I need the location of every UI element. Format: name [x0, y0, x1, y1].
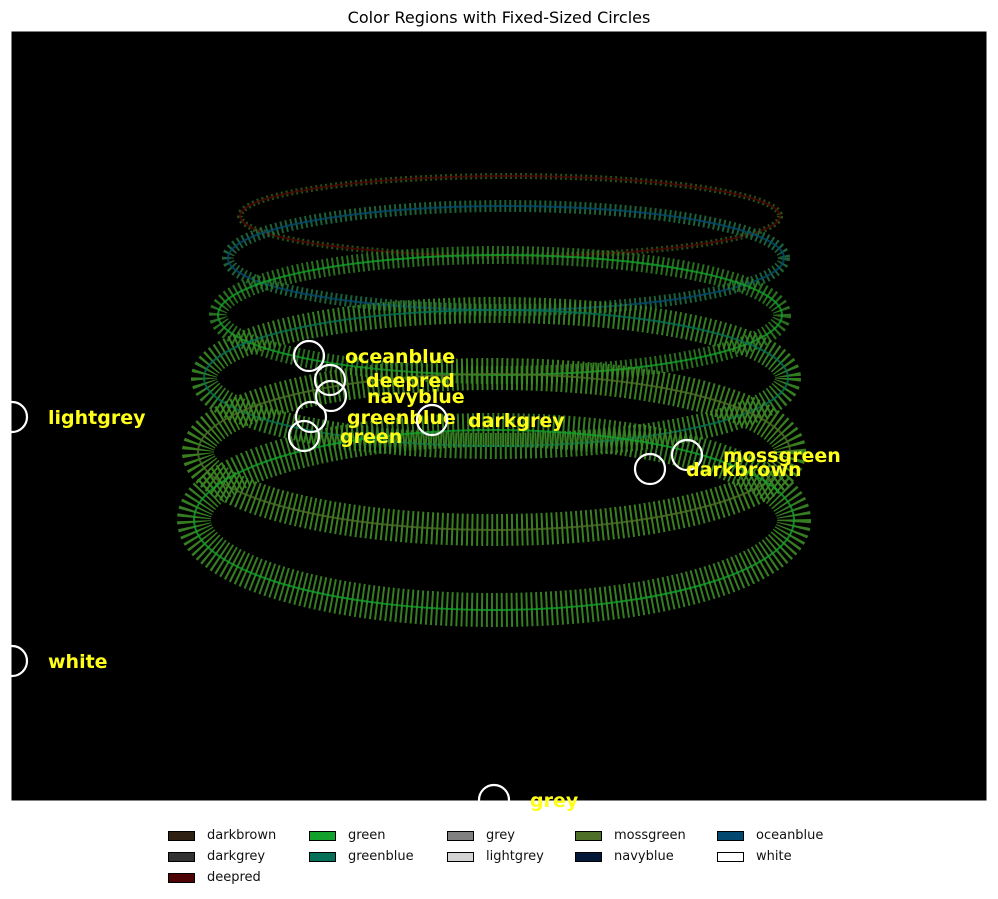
legend-item-darkgrey: darkgrey: [168, 846, 276, 867]
legend-column: mossgreen navyblue: [575, 825, 686, 867]
marker-label-darkbrown: darkbrown: [686, 459, 802, 481]
plot-frame: [11, 31, 987, 801]
legend-swatch: [447, 851, 474, 862]
legend-label: oceanblue: [756, 828, 824, 843]
marker-circle-deepred: [313, 363, 347, 397]
legend-label: mossgreen: [614, 828, 686, 843]
marker-label-white: white: [48, 651, 108, 673]
legend-label: darkbrown: [207, 828, 277, 843]
legend-item-darkbrown: darkbrown: [168, 825, 276, 846]
marker-label-green: green: [340, 426, 402, 448]
marker-label-lightgrey: lightgrey: [48, 407, 146, 429]
marker-circle-white: [0, 644, 29, 678]
legend-column: oceanblue white: [717, 825, 823, 867]
legend-label: green: [348, 828, 386, 843]
marker-circle-lightgrey: [0, 400, 29, 434]
legend-label: deepred: [207, 870, 261, 885]
spiral-ring-edge: [197, 373, 791, 531]
marker-label-mossgreen: mossgreen: [723, 445, 841, 467]
legend-swatch: [309, 830, 336, 841]
legend-item-deepred: deepred: [168, 867, 276, 888]
marker-circle-oceanblue: [292, 339, 326, 373]
legend-swatch: [447, 830, 474, 841]
marker-label-deepred: deepred: [366, 370, 455, 392]
legend-label: grey: [486, 828, 516, 843]
spiral-ring-edge: [203, 309, 789, 447]
legend-column: grey lightgrey: [447, 825, 544, 867]
marker-label-oceanblue: oceanblue: [345, 346, 455, 368]
spiral-ring-edge: [193, 429, 795, 611]
legend-item-mossgreen: mossgreen: [575, 825, 686, 846]
legend-item-green: green: [309, 825, 414, 846]
legend-swatch: [717, 851, 744, 862]
legend-label: navyblue: [614, 849, 674, 864]
legend-item-greenblue: greenblue: [309, 846, 414, 867]
legend-item-navyblue: navyblue: [575, 846, 686, 867]
spiral-image: [177, 173, 811, 627]
marker-circle-greenblue: [294, 400, 328, 434]
legend-label: white: [756, 849, 792, 864]
legend-swatch: [717, 830, 744, 841]
legend-item-grey: grey: [447, 825, 544, 846]
legend-item-oceanblue: oceanblue: [717, 825, 823, 846]
legend-label: darkgrey: [207, 849, 266, 864]
legend-swatch: [168, 872, 195, 883]
marker-label-greenblue: greenblue: [347, 407, 456, 429]
legend-swatch: [575, 851, 602, 862]
marker-label-navyblue: navyblue: [367, 386, 465, 408]
legend-column: darkbrown darkgrey deepred: [168, 825, 276, 888]
legend-label: lightgrey: [486, 849, 544, 864]
legend-column: green greenblue: [309, 825, 414, 867]
legend-swatch: [309, 851, 336, 862]
marker-label-darkgrey: darkgrey: [468, 410, 565, 432]
legend-label: greenblue: [348, 849, 414, 864]
marker-circle-grey: [477, 783, 511, 817]
marker-circle-green: [287, 419, 321, 453]
marker-circle-darkbrown: [633, 452, 667, 486]
legend-item-lightgrey: lightgrey: [447, 846, 544, 867]
chart-title: Color Regions with Fixed-Sized Circles: [347, 8, 651, 27]
marker-label-grey: grey: [530, 790, 579, 812]
marker-circle-navyblue: [314, 379, 348, 413]
marker-circle-mossgreen: [670, 438, 704, 472]
legend-swatch: [168, 851, 195, 862]
marker-circle-darkgrey: [415, 403, 449, 437]
legend-swatch: [168, 830, 195, 841]
legend-item-white: white: [717, 846, 823, 867]
legend-swatch: [575, 830, 602, 841]
